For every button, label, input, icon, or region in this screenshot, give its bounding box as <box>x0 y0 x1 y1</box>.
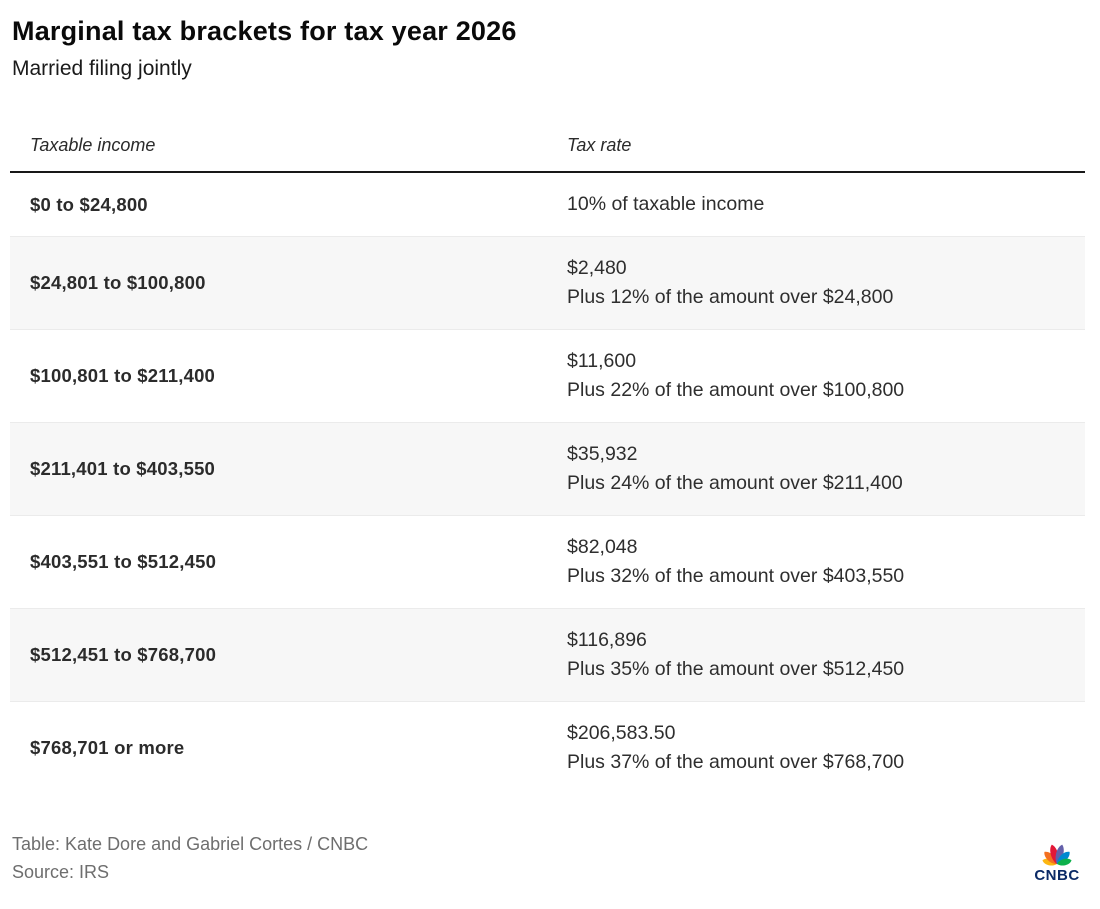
table-row: $768,701 or more $206,583.50 Plus 37% of… <box>10 701 1085 795</box>
tax-rate-cell: $82,048 Plus 32% of the amount over $403… <box>567 536 905 587</box>
tax-rate-cell: $206,583.50 Plus 37% of the amount over … <box>567 722 905 773</box>
tax-rate-cell: $35,932 Plus 24% of the amount over $211… <box>567 443 903 494</box>
table-row: $211,401 to $403,550 $35,932 Plus 24% of… <box>10 422 1085 516</box>
page-title: Marginal tax brackets for tax year 2026 <box>12 16 517 46</box>
tax-rate-cell: $2,480 Plus 12% of the amount over $24,8… <box>567 257 894 308</box>
cnbc-logo: CNBC <box>1027 830 1087 886</box>
income-range-cell: $211,401 to $403,550 <box>30 458 216 479</box>
income-range-cell: $24,801 to $100,800 <box>30 272 206 293</box>
table-header: Taxable income Tax rate <box>10 123 1085 173</box>
income-range-cell: $0 to $24,800 <box>30 193 148 215</box>
tax-rate-cell: $116,896 Plus 35% of the amount over $51… <box>567 629 905 680</box>
income-range-cell: $403,551 to $512,450 <box>30 551 217 572</box>
column-header-taxable-income: Taxable income <box>10 123 547 173</box>
table-header-row: Taxable income Tax rate <box>10 123 1085 173</box>
footer: Table: Kate Dore and Gabriel Cortes / CN… <box>12 830 1087 886</box>
column-header-tax-rate: Tax rate <box>547 123 1085 173</box>
tax-brackets-table: Taxable income Tax rate $0 to $24,800 10… <box>10 123 1085 794</box>
table-row: $100,801 to $211,400 $11,600 Plus 22% of… <box>10 329 1085 423</box>
income-range-cell: $512,451 to $768,700 <box>30 644 217 665</box>
tax-rate-cell: $11,600 Plus 22% of the amount over $100… <box>567 350 905 401</box>
source-credit: Source: IRS <box>12 862 110 882</box>
table-body: $0 to $24,800 10% of taxable income $24,… <box>10 172 1085 794</box>
attribution-block: Table: Kate Dore and Gabriel Cortes / CN… <box>12 830 368 886</box>
cnbc-peacock-icon <box>1042 844 1072 866</box>
cnbc-wordmark: CNBC <box>1034 867 1080 884</box>
table-row: $512,451 to $768,700 $116,896 Plus 35% o… <box>10 608 1085 702</box>
page-subtitle: Married filing jointly <box>12 57 192 80</box>
table-row: $403,551 to $512,450 $82,048 Plus 32% of… <box>10 515 1085 609</box>
table-row: $24,801 to $100,800 $2,480 Plus 12% of t… <box>10 236 1085 330</box>
income-range-cell: $768,701 or more <box>30 737 185 758</box>
income-range-cell: $100,801 to $211,400 <box>30 365 216 386</box>
table-row: $0 to $24,800 10% of taxable income <box>10 172 1085 237</box>
tax-rate-cell: 10% of taxable income <box>567 193 765 215</box>
table-credit: Table: Kate Dore and Gabriel Cortes / CN… <box>12 834 369 854</box>
